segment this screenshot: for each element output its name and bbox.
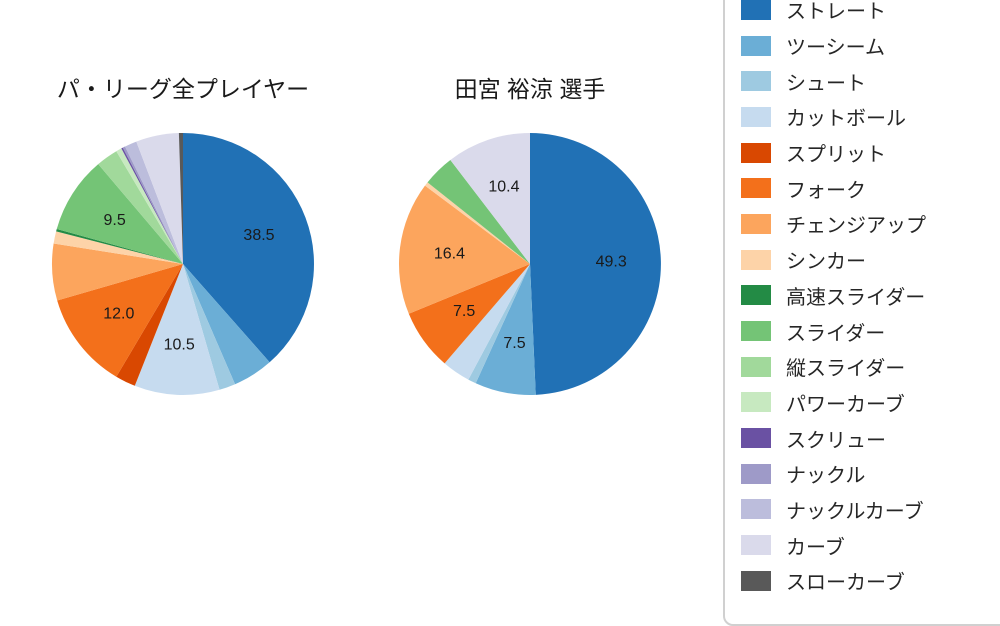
legend-label: シュート [786, 72, 866, 95]
legend-label: スローカーブ [786, 572, 905, 595]
pie-value-label: 38.5 [243, 227, 274, 244]
pie-slice [408, 264, 530, 364]
pie-value-label: 9.5 [103, 212, 125, 229]
legend-item: ストレート [741, 0, 1000, 28]
pie-slice [121, 147, 183, 264]
legend-item: フォーク [741, 170, 1000, 206]
legend-item: 縦スライダー [741, 349, 1000, 385]
pie-slice [444, 264, 530, 380]
left-pie-title: パ・リーグ全プレイヤー [56, 76, 310, 102]
legend-item: シュート [741, 63, 1000, 99]
legend-label: スライダー [786, 322, 886, 345]
legend-swatch-icon [741, 356, 771, 377]
legend-swatch-icon [741, 285, 771, 306]
legend-swatch-icon [741, 463, 771, 484]
legend-label: ナックル [786, 465, 866, 488]
pie-value-label: 7.5 [453, 303, 475, 320]
legend-item: ナックル [741, 456, 1000, 492]
pie-value-label: 12.0 [103, 305, 134, 322]
legend-item: スローカーブ [741, 563, 1000, 599]
legend-item: スプリット [741, 135, 1000, 171]
pie-slice [530, 133, 661, 395]
legend-label: スクリュー [786, 429, 886, 452]
legend-label: パワーカーブ [786, 393, 905, 416]
pie-slice [116, 264, 183, 386]
legend-label: ツーシーム [786, 37, 885, 60]
pie-value-label: 49.3 [596, 254, 627, 271]
legend-swatch-icon [741, 213, 771, 234]
pie-value-label: 10.5 [164, 337, 195, 354]
legend-swatch-icon [741, 570, 771, 591]
legend-swatch-icon [741, 321, 771, 342]
pie-slice [116, 148, 183, 264]
left-pie-chart: 38.5 10.5 12.0 9.5 [51, 132, 314, 396]
pie-slice [125, 141, 183, 264]
legend-item: ツーシーム [741, 28, 1000, 64]
legend-item: シンカー [741, 242, 1000, 278]
pie-slice [56, 164, 183, 264]
legend-item: カットボール [741, 99, 1000, 135]
legend-swatch-icon [741, 178, 771, 199]
legend-swatch-icon [741, 0, 771, 20]
pie-slice [427, 159, 530, 264]
legend-label: チェンジアップ [786, 215, 926, 238]
right-pie-title: 田宮 裕涼 選手 [454, 76, 606, 102]
legend-label: カーブ [786, 536, 845, 559]
pie-value-label: 7.5 [503, 335, 525, 352]
legend-label: スプリット [786, 144, 886, 167]
legend-label: ストレート [786, 1, 886, 24]
legend-swatch-icon [741, 249, 771, 270]
pie-slice [98, 151, 183, 264]
pie-slice [475, 264, 536, 395]
legend-label: シンカー [786, 251, 866, 274]
legend-item: 高速スライダー [741, 278, 1000, 314]
legend-swatch-icon [741, 106, 771, 127]
legend-item: チェンジアップ [741, 206, 1000, 242]
pie-slice [57, 264, 184, 377]
legend-swatch-icon [741, 392, 771, 413]
pie-slice [122, 146, 183, 264]
legend-label: 縦スライダー [786, 358, 906, 381]
legend-item: パワーカーブ [741, 385, 1000, 421]
pie-value-label: 10.4 [488, 179, 519, 196]
legend-item: スライダー [741, 313, 1000, 349]
pie-slice [183, 264, 270, 385]
pie-slice [53, 231, 183, 264]
legend-swatch-icon [741, 428, 771, 449]
pitch-type-legend: ストレートツーシームシュートカットボール スプリットフォークチェンジアップ シンカー… [723, 0, 1000, 626]
pie-slice [450, 133, 530, 264]
legend-swatch-icon [741, 71, 771, 92]
legend-item: スクリュー [741, 420, 1000, 456]
legend-swatch-icon [741, 499, 771, 520]
legend-label: ナックルカーブ [786, 500, 924, 523]
legend-item: ナックルカーブ [741, 492, 1000, 528]
pie-slice [398, 185, 530, 314]
pie-slice [424, 182, 530, 264]
pie-value-label: 16.4 [434, 245, 465, 262]
pie-slice [56, 229, 184, 264]
pie-slice [136, 133, 183, 264]
legend-swatch-icon [741, 535, 771, 556]
legend-swatch-icon [741, 142, 771, 163]
legend-label: カットボール [786, 108, 906, 131]
pie-slice [183, 264, 236, 390]
legend-label: フォーク [786, 179, 866, 202]
pie-slice [51, 243, 183, 301]
right-pie-chart: 49.3 7.5 7.5 16.4 10.4 [398, 133, 661, 395]
pie-slice [178, 132, 183, 264]
legend-label: 高速スライダー [786, 286, 926, 309]
legend-swatch-icon [741, 35, 771, 56]
pie-slice [183, 133, 314, 363]
pie-slice [134, 264, 220, 396]
legend-item: カーブ [741, 527, 1000, 563]
pie-slice [468, 264, 530, 384]
